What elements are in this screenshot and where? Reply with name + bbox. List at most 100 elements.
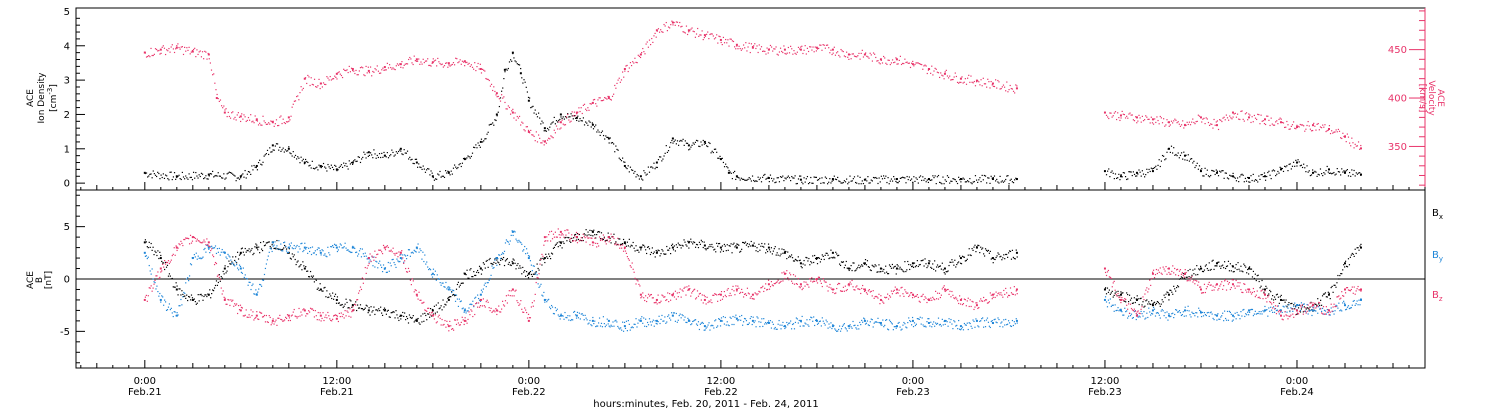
scatter-dot (255, 166, 257, 169)
scatter-dot (234, 116, 236, 119)
scatter-dot (896, 181, 898, 184)
scatter-dot (708, 322, 710, 324)
scatter-dot (718, 318, 721, 321)
scatter-dot (1141, 313, 1143, 315)
scatter-dot (1001, 180, 1003, 182)
scatter-dot (506, 240, 508, 242)
scatter-dot (152, 170, 154, 172)
scatter-dot (743, 242, 746, 244)
scatter-dot (561, 117, 563, 120)
data-point (959, 298, 962, 301)
scatter-dot (862, 317, 865, 319)
scatter-dot (394, 317, 396, 319)
scatter-dot (886, 181, 888, 184)
scatter-dot (1344, 135, 1346, 137)
scatter-dot (700, 34, 702, 36)
scatter-dot (960, 181, 962, 183)
scatter-dot (1264, 179, 1267, 181)
scatter-dot (1298, 304, 1301, 306)
scatter-dot (845, 260, 847, 263)
scatter-dot (1260, 310, 1262, 313)
scatter-dot (415, 318, 417, 321)
density-axis-label: ACE Ion Density [cm-3] (26, 72, 59, 124)
data-point (431, 272, 434, 275)
scatter-dot (306, 160, 308, 163)
scatter-dot (284, 316, 287, 318)
scatter-dot (518, 64, 521, 66)
scatter-dot (375, 260, 377, 262)
scatter-dot (1239, 270, 1241, 272)
data-point (1103, 170, 1106, 173)
scatter-dot (276, 245, 278, 247)
scatter-dot (1339, 274, 1341, 277)
data-point (319, 314, 322, 317)
scatter-dot (859, 58, 861, 60)
scatter-dot (340, 304, 342, 306)
scatter-dot (820, 258, 822, 261)
scatter-dot (373, 71, 375, 73)
scatter-dot (623, 242, 626, 244)
scatter-dot (558, 315, 560, 318)
scatter-dot (335, 76, 337, 78)
scatter-dot (1216, 170, 1219, 172)
scatter-dot (492, 263, 494, 266)
scatter-dot (969, 81, 971, 83)
scatter-dot (619, 158, 621, 161)
scatter-dot (434, 59, 437, 61)
scatter-dot (317, 311, 319, 314)
scatter-dot (184, 292, 186, 295)
scatter-dot (606, 318, 608, 320)
scatter-dot (1213, 118, 1215, 121)
scatter-dot (1344, 260, 1347, 262)
scatter-dot (327, 163, 329, 166)
scatter-dot (670, 319, 672, 321)
scatter-dot (591, 122, 593, 124)
scatter-dot (429, 268, 431, 270)
data-point (495, 113, 498, 116)
scatter-dot (754, 320, 756, 322)
scatter-dot (1145, 174, 1147, 176)
scatter-dot (1231, 118, 1233, 120)
scatter-dot (149, 56, 151, 58)
scatter-dot (1336, 131, 1338, 133)
scatter-dot (1345, 265, 1348, 267)
scatter-dot (873, 266, 875, 268)
scatter-dot (1148, 301, 1150, 303)
scatter-dot (510, 264, 512, 267)
scatter-dot (1226, 265, 1229, 267)
scatter-dot (1195, 312, 1197, 314)
scatter-dot (694, 319, 697, 321)
scatter-dot (679, 244, 681, 246)
scatter-dot (1176, 286, 1178, 289)
scatter-dot (289, 152, 291, 154)
scatter-dot (1317, 298, 1319, 300)
scatter-dot (260, 285, 263, 287)
scatter-dot (1352, 173, 1354, 176)
scatter-dot (252, 169, 254, 171)
scatter-dot (823, 258, 825, 261)
scatter-dot (423, 168, 425, 170)
scatter-dot (408, 249, 411, 251)
scatter-dot (250, 288, 252, 291)
scatter-dot (583, 124, 586, 126)
scatter-dot (1128, 171, 1130, 173)
data-point (287, 314, 290, 317)
data-point (175, 288, 178, 291)
scatter-dot (942, 75, 944, 77)
scatter-dot (166, 261, 169, 264)
scatter-dot (624, 161, 626, 163)
scatter-dot (435, 279, 437, 281)
scatter-dot (726, 42, 728, 44)
scatter-dot (1180, 152, 1183, 154)
scatter-dot (1125, 301, 1127, 303)
scatter-dot (657, 158, 660, 161)
scatter-dot (1348, 171, 1351, 174)
scatter-dot (163, 262, 165, 264)
scatter-dot (1257, 113, 1259, 115)
scatter-dot (281, 319, 283, 321)
scatter-dot (831, 53, 833, 56)
scatter-dot (206, 295, 208, 298)
scatter-dot (688, 31, 690, 33)
scatter-dot (562, 116, 564, 118)
data-point (415, 58, 418, 61)
